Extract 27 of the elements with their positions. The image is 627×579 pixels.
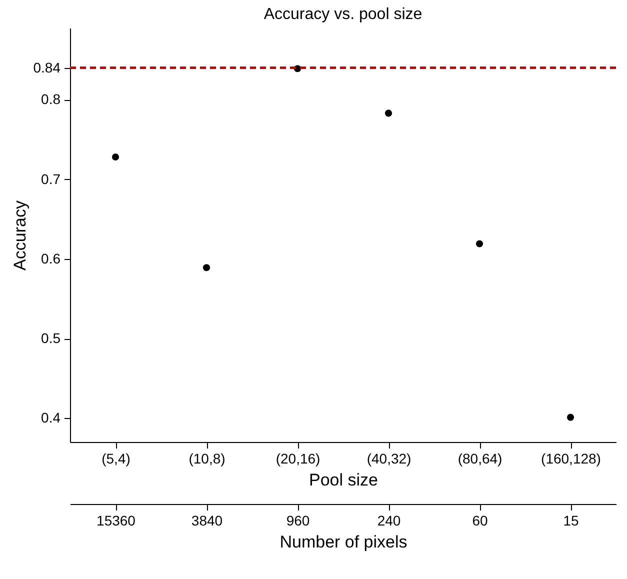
point (476, 240, 484, 248)
x-tick-label: (40,32) (366, 450, 412, 466)
x-tick-label: (80,64) (458, 450, 502, 466)
y-tick-label: 0.84 (33, 59, 61, 76)
y-tick-label: 0.7 (41, 170, 61, 187)
x-tick-label: (5,4) (102, 450, 130, 466)
chart-title: Accuracy vs. pool size (264, 6, 422, 23)
annotation: 15 (563, 512, 579, 528)
x-axis-title: Pool size (309, 470, 378, 490)
y-axis-title: Accuracy (10, 200, 30, 270)
x-tick-label: (20,16) (276, 450, 320, 466)
x2-axis-title: Number of pixels (280, 532, 408, 552)
x-tick-label: (160,128) (541, 450, 601, 466)
annotation: 240 (377, 512, 401, 528)
annotation: 60 (472, 512, 488, 528)
x-tick-label: (10,8) (188, 450, 226, 466)
annotation: 15360 (96, 512, 136, 528)
y-tick-label: 0.5 (41, 330, 61, 346)
point (384, 110, 392, 117)
point (202, 264, 210, 272)
y-tick-label: 0.8 (41, 91, 61, 108)
y-tick-label: 0.4 (41, 410, 61, 426)
annotation: 3840 (191, 512, 223, 528)
point (112, 153, 120, 161)
y-tick-label: 0.6 (41, 250, 61, 266)
point (566, 414, 574, 421)
annotation: 960 (286, 512, 310, 528)
